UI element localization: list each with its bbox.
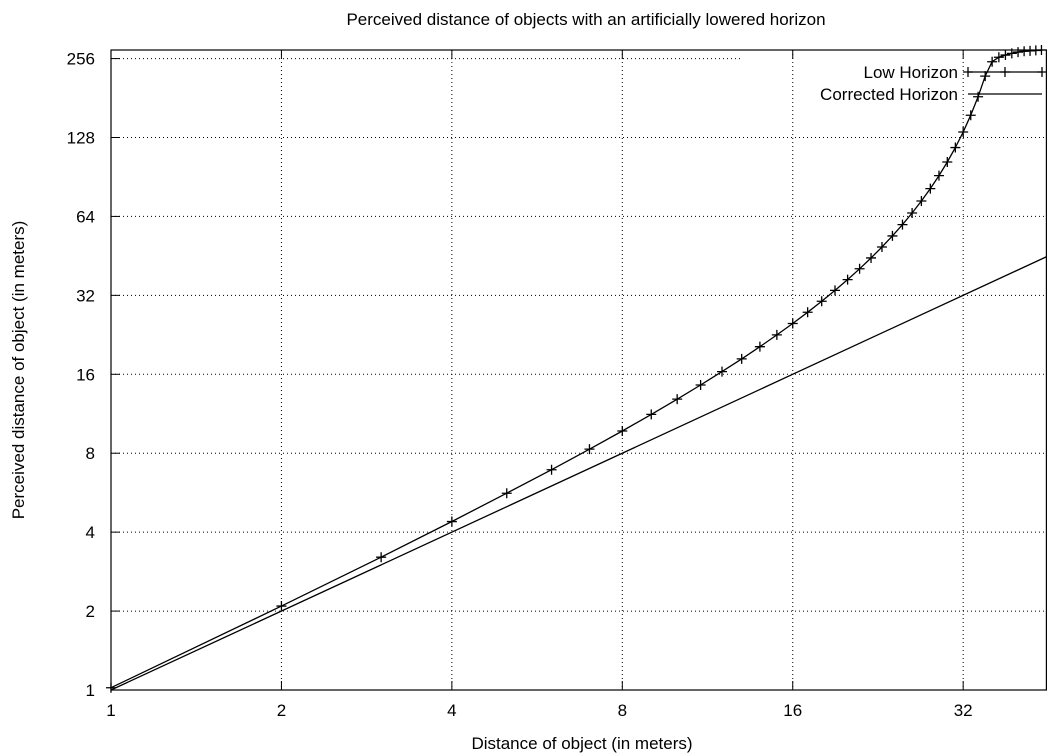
low-horizon-point bbox=[973, 91, 984, 102]
low-horizon-point bbox=[993, 52, 1004, 63]
chart-title: Perceived distance of objects with an ar… bbox=[346, 10, 825, 29]
low-horizon-point bbox=[802, 307, 813, 318]
legend-marker bbox=[963, 67, 973, 77]
low-horizon-point bbox=[376, 552, 387, 563]
x-tick-label: 1 bbox=[106, 701, 115, 720]
x-tick-label: 8 bbox=[618, 701, 627, 720]
low-horizon-point bbox=[584, 444, 595, 455]
y-tick-label: 16 bbox=[76, 365, 95, 384]
plot-frame bbox=[110, 49, 1047, 691]
y-tick-label: 8 bbox=[86, 444, 95, 463]
tick-layer: 1 2 4 8 16 32 1 2 4 8 16 32 64 128 256 bbox=[67, 50, 973, 720]
low-horizon-point bbox=[736, 353, 747, 364]
low-horizon-point bbox=[816, 296, 827, 307]
x-tick-label: 4 bbox=[447, 701, 456, 720]
y-tick-label: 128 bbox=[67, 128, 95, 147]
low-horizon-point bbox=[501, 488, 512, 499]
low-horizon-point bbox=[925, 183, 936, 194]
low-horizon-point bbox=[907, 207, 918, 218]
series-layer bbox=[106, 45, 1047, 693]
y-tick-label: 256 bbox=[67, 50, 95, 69]
low-horizon-point bbox=[646, 409, 657, 420]
low-horizon-point bbox=[866, 252, 877, 263]
low-horizon-point bbox=[987, 56, 998, 67]
low-horizon-point bbox=[950, 142, 961, 153]
low-horizon-point bbox=[887, 230, 898, 241]
low-horizon-point bbox=[965, 110, 976, 121]
low-horizon-point bbox=[933, 170, 944, 181]
y-tick-label: 32 bbox=[76, 286, 95, 305]
low-horizon-point bbox=[854, 263, 865, 274]
low-horizon-point bbox=[897, 219, 908, 230]
low-horizon-point bbox=[1000, 50, 1011, 61]
legend-label: Low Horizon bbox=[864, 63, 959, 82]
low-horizon-point bbox=[672, 394, 683, 405]
legend-label: Corrected Horizon bbox=[820, 85, 958, 104]
legend-layer: Low Horizon Corrected Horizon bbox=[820, 63, 1047, 104]
low-horizon-point bbox=[546, 464, 557, 475]
low-horizon-point bbox=[617, 426, 628, 437]
low-horizon-point bbox=[1013, 47, 1024, 58]
low-horizon-point bbox=[980, 71, 991, 82]
y-tick-label: 64 bbox=[76, 207, 95, 226]
low-horizon-point bbox=[876, 242, 887, 253]
low-horizon-point bbox=[754, 341, 765, 352]
legend-marker bbox=[1037, 67, 1047, 77]
legend-marker bbox=[1000, 67, 1010, 77]
y-axis-title: Perceived distance of object (in meters) bbox=[9, 221, 28, 520]
corrected-horizon-line bbox=[111, 255, 1047, 690]
low-horizon-point bbox=[958, 127, 969, 138]
low-horizon-point bbox=[842, 274, 853, 285]
low-horizon-point bbox=[942, 157, 953, 168]
y-tick-label: 4 bbox=[86, 523, 95, 542]
x-tick-label: 32 bbox=[954, 701, 973, 720]
low-horizon-point bbox=[771, 329, 782, 340]
y-tick-label: 1 bbox=[86, 681, 95, 700]
low-horizon-point bbox=[717, 366, 727, 377]
low-horizon-line bbox=[111, 49, 1042, 689]
low-horizon-point bbox=[787, 318, 798, 329]
low-horizon-point bbox=[276, 601, 287, 612]
x-axis-title: Distance of object (in meters) bbox=[471, 734, 692, 753]
x-tick-label: 16 bbox=[783, 701, 802, 720]
low-horizon-point bbox=[446, 516, 457, 527]
y-tick-label: 2 bbox=[86, 602, 95, 621]
low-horizon-point bbox=[695, 380, 706, 391]
low-horizon-point bbox=[829, 285, 840, 296]
grid-layer bbox=[111, 50, 1047, 690]
x-tick-label: 2 bbox=[277, 701, 286, 720]
low-horizon-point bbox=[916, 196, 927, 207]
